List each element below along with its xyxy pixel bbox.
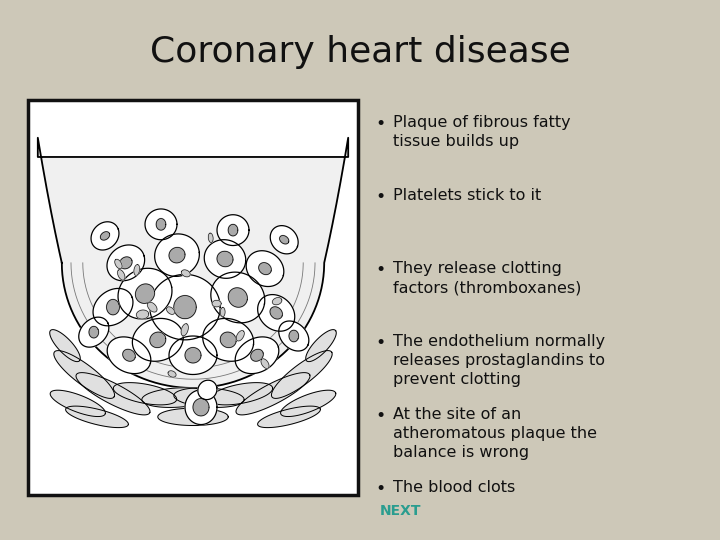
Polygon shape [50, 390, 105, 416]
Polygon shape [217, 251, 233, 267]
Polygon shape [142, 388, 212, 408]
Polygon shape [210, 383, 273, 405]
Polygon shape [271, 350, 332, 399]
Polygon shape [113, 383, 176, 405]
Text: •: • [375, 407, 385, 425]
Polygon shape [76, 373, 150, 415]
Polygon shape [114, 259, 122, 269]
Polygon shape [228, 224, 238, 236]
Polygon shape [217, 215, 249, 246]
Text: •: • [375, 115, 385, 133]
Polygon shape [168, 371, 176, 377]
Text: •: • [375, 261, 385, 279]
Polygon shape [54, 350, 114, 399]
Polygon shape [120, 257, 132, 269]
Text: Coronary heart disease: Coronary heart disease [150, 35, 570, 69]
Polygon shape [261, 359, 269, 368]
Polygon shape [198, 380, 217, 400]
Polygon shape [117, 269, 125, 280]
Polygon shape [185, 390, 217, 424]
Text: The endothelium normally
releases prostaglandins to
prevent clotting: The endothelium normally releases prosta… [393, 334, 605, 387]
Polygon shape [134, 265, 140, 275]
Polygon shape [66, 406, 128, 428]
Polygon shape [185, 348, 201, 363]
Polygon shape [258, 406, 320, 428]
Polygon shape [203, 319, 253, 361]
Polygon shape [156, 219, 166, 230]
Polygon shape [136, 310, 149, 319]
Polygon shape [107, 337, 150, 374]
Polygon shape [118, 268, 172, 319]
Polygon shape [50, 329, 80, 362]
Text: •: • [375, 334, 385, 352]
Polygon shape [38, 138, 348, 388]
Text: The blood clots: The blood clots [393, 480, 516, 495]
Polygon shape [174, 388, 244, 408]
Polygon shape [236, 330, 244, 341]
Polygon shape [181, 270, 190, 277]
Polygon shape [166, 307, 174, 314]
Polygon shape [100, 232, 109, 240]
Polygon shape [169, 247, 185, 263]
Polygon shape [270, 307, 282, 319]
Polygon shape [145, 209, 177, 240]
Polygon shape [122, 349, 135, 361]
Polygon shape [279, 321, 309, 351]
Text: •: • [375, 480, 385, 498]
Polygon shape [220, 332, 236, 348]
Text: At the site of an
atheromatous plaque the
balance is wrong: At the site of an atheromatous plaque th… [393, 407, 597, 461]
Text: They release clotting
factors (thromboxanes): They release clotting factors (thromboxa… [393, 261, 581, 295]
Polygon shape [220, 307, 225, 317]
Polygon shape [169, 336, 217, 375]
Polygon shape [251, 349, 264, 361]
Polygon shape [279, 235, 289, 244]
Polygon shape [258, 262, 271, 275]
Polygon shape [306, 329, 336, 362]
Polygon shape [212, 300, 221, 307]
Polygon shape [258, 295, 294, 331]
Polygon shape [91, 222, 119, 250]
Bar [28, 100, 358, 495]
Polygon shape [193, 399, 209, 416]
Polygon shape [158, 408, 228, 426]
Polygon shape [78, 317, 109, 347]
Text: Platelets stick to it: Platelets stick to it [393, 188, 541, 203]
Polygon shape [236, 373, 310, 415]
Polygon shape [107, 299, 120, 315]
Text: Plaque of fibrous fatty
tissue builds up: Plaque of fibrous fatty tissue builds up [393, 115, 571, 149]
Polygon shape [281, 390, 336, 416]
Polygon shape [289, 330, 299, 342]
Polygon shape [150, 332, 166, 348]
Polygon shape [155, 234, 199, 276]
Polygon shape [270, 226, 298, 254]
Polygon shape [174, 295, 196, 319]
Polygon shape [228, 288, 248, 307]
Polygon shape [132, 319, 184, 361]
Polygon shape [93, 288, 133, 326]
Polygon shape [208, 233, 213, 242]
Polygon shape [211, 272, 265, 323]
Polygon shape [272, 298, 282, 305]
Polygon shape [148, 302, 157, 312]
Polygon shape [246, 251, 284, 287]
Polygon shape [150, 274, 220, 340]
Polygon shape [135, 284, 155, 303]
Polygon shape [107, 245, 145, 281]
Text: NEXT: NEXT [380, 504, 421, 518]
Polygon shape [181, 323, 189, 336]
Polygon shape [89, 326, 99, 338]
Polygon shape [204, 240, 246, 278]
Polygon shape [235, 337, 279, 374]
Text: •: • [375, 188, 385, 206]
